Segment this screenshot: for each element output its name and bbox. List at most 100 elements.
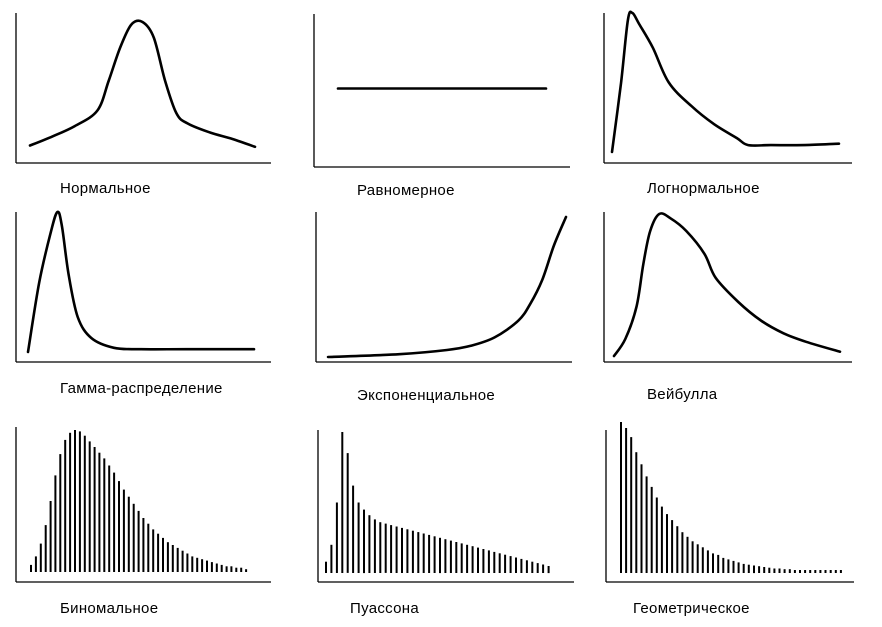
bar (706, 550, 709, 573)
bar (635, 452, 638, 573)
bar (449, 540, 452, 573)
bar (373, 519, 376, 573)
bar (245, 569, 248, 572)
bar (701, 547, 704, 573)
bar (132, 503, 135, 572)
bar (722, 557, 725, 573)
bar (379, 522, 382, 573)
bar (758, 566, 761, 573)
bar (186, 553, 189, 572)
bar (39, 543, 42, 572)
bar (69, 432, 72, 572)
bar (515, 557, 517, 573)
bar (686, 536, 689, 573)
bar (191, 556, 194, 572)
series-line (610, 10, 841, 154)
series-line (326, 215, 568, 359)
bar (240, 567, 243, 572)
bar (171, 545, 174, 572)
bar (645, 476, 648, 573)
bar (422, 533, 425, 573)
bar (477, 547, 479, 573)
bar (210, 562, 213, 572)
bar (691, 541, 694, 573)
bar (650, 486, 653, 573)
bar (108, 465, 111, 572)
label-geometric: Геометрическое (633, 600, 750, 617)
bar (455, 542, 458, 573)
bar (630, 437, 633, 573)
bar (466, 544, 469, 573)
bar (655, 497, 658, 573)
bar (671, 520, 674, 573)
bar (330, 544, 333, 573)
bar (113, 472, 116, 572)
bar (54, 475, 57, 572)
bar (417, 532, 420, 573)
bar (335, 502, 338, 573)
bar (531, 561, 534, 573)
bar (49, 501, 52, 572)
bar (152, 529, 155, 572)
bar (225, 566, 228, 572)
bar (737, 562, 740, 573)
bar (433, 536, 436, 573)
label-weibull: Вейбулла (647, 386, 718, 403)
panel-0 (15, 13, 271, 164)
bar (712, 553, 714, 573)
bar (401, 527, 403, 573)
bar (520, 558, 523, 573)
bar (676, 526, 679, 573)
bar (804, 570, 807, 573)
bar (768, 567, 771, 573)
bar (504, 554, 507, 573)
bar (220, 564, 223, 572)
bar (363, 509, 365, 574)
bar (640, 464, 643, 573)
bar (384, 523, 387, 573)
bar (727, 559, 730, 573)
bar (793, 570, 796, 573)
bar (64, 439, 67, 572)
bar (799, 570, 801, 573)
bar (428, 534, 431, 573)
bar (88, 441, 91, 572)
bar (814, 570, 817, 573)
bar (206, 560, 208, 572)
bar (166, 542, 169, 572)
bar (834, 570, 837, 573)
bar (471, 546, 474, 573)
series-line (26, 210, 256, 354)
bar (487, 550, 490, 573)
bar (103, 458, 106, 572)
bar (783, 569, 786, 573)
bar (625, 428, 628, 573)
bar (78, 431, 81, 572)
bar (839, 570, 842, 573)
panel-1 (313, 14, 570, 168)
bar (509, 556, 512, 573)
bar (482, 549, 485, 573)
panel-3 (15, 210, 271, 363)
bar (352, 485, 355, 573)
bar (325, 561, 327, 573)
bar (341, 432, 344, 573)
bar (44, 525, 47, 572)
bar (346, 453, 349, 573)
bar (93, 447, 96, 572)
bar (778, 568, 781, 573)
bar (536, 563, 539, 573)
bar (788, 569, 791, 573)
bar (819, 570, 822, 573)
bar (824, 570, 827, 573)
bar (763, 567, 766, 573)
label-uniform: Равномерное (357, 182, 455, 199)
bar (660, 506, 663, 573)
bar (98, 452, 101, 572)
bar (829, 570, 832, 573)
bar (147, 523, 150, 572)
bar (717, 554, 720, 573)
series-line (28, 19, 257, 149)
bar (137, 510, 140, 572)
bar (59, 454, 62, 572)
